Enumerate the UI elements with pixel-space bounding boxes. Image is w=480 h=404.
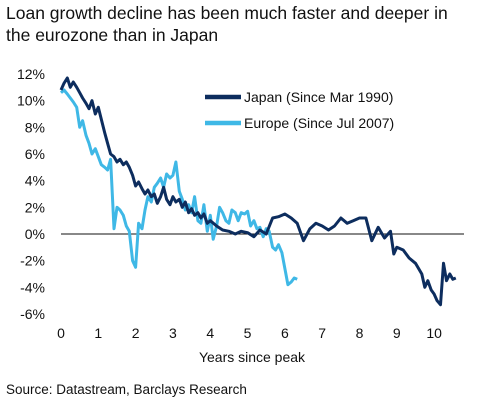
chart-title: Loan growth decline has been much faster…: [6, 3, 448, 45]
legend-label-japan: Japan (Since Mar 1990): [244, 89, 393, 105]
x-tick-label: 1: [94, 325, 102, 341]
series-line-japan: [59, 76, 457, 307]
x-axis: 0 1 2 3 4 5 6 7 8 9 10: [57, 325, 442, 341]
y-tick-label: 8%: [25, 119, 45, 135]
series-lines: [59, 76, 457, 307]
x-tick-label: 7: [318, 325, 326, 341]
y-tick-label: 0%: [25, 226, 45, 242]
line-chart: -6% -4% -2% 0% 2% 4% 6% 8% 10% 12% 0 1 2 3 4 5 6 7 8 9 10 J…: [17, 66, 464, 365]
x-tick-label: 8: [356, 325, 364, 341]
source-note: Source: Datastream, Barclays Research: [6, 382, 247, 397]
y-tick-label: -4%: [20, 279, 45, 295]
y-tick-label: -6%: [20, 306, 45, 322]
x-tick-label: 0: [57, 325, 65, 341]
y-tick-label: -2%: [20, 253, 45, 269]
y-tick-label: 10%: [17, 93, 45, 109]
y-axis: -6% -4% -2% 0% 2% 4% 6% 8% 10% 12%: [17, 66, 45, 322]
legend: Japan (Since Mar 1990) Europe (Since Jul…: [205, 89, 394, 131]
y-tick-label: 2%: [25, 199, 45, 215]
x-tick-label: 9: [393, 325, 401, 341]
legend-label-europe: Europe (Since Jul 2007): [244, 115, 394, 131]
x-tick-label: 5: [244, 325, 252, 341]
series-line-europe: [59, 88, 298, 287]
x-tick-label: 6: [281, 325, 289, 341]
y-tick-label: 12%: [17, 66, 45, 82]
x-axis-label: Years since peak: [199, 349, 306, 365]
x-tick-label: 3: [169, 325, 177, 341]
x-tick-label: 10: [426, 325, 442, 341]
y-tick-label: 4%: [25, 173, 45, 189]
y-tick-label: 6%: [25, 146, 45, 162]
x-tick-label: 2: [132, 325, 140, 341]
x-tick-label: 4: [206, 325, 214, 341]
